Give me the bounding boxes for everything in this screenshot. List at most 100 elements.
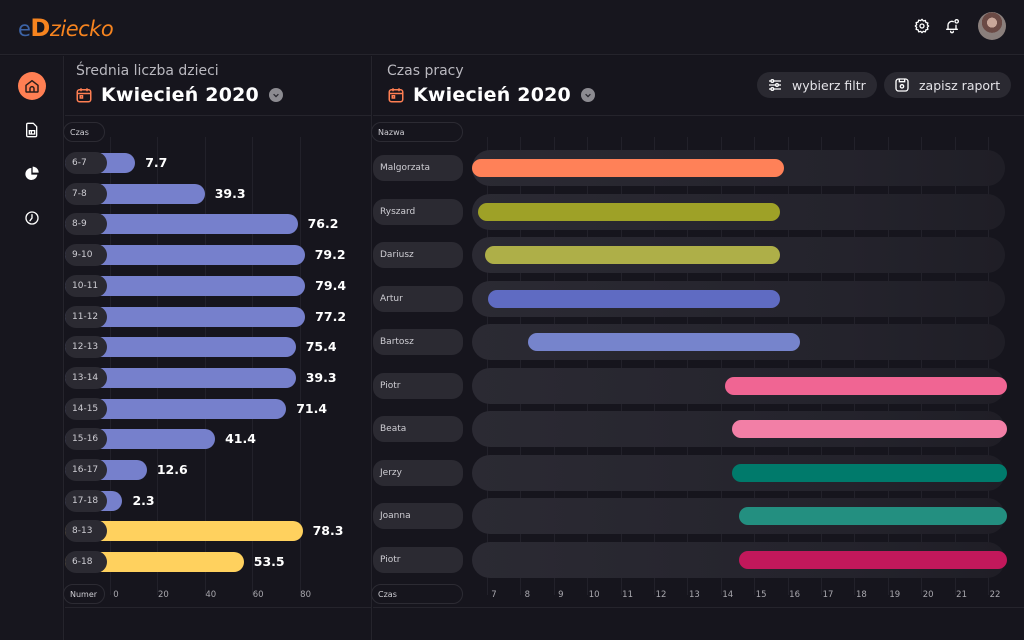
calendar-icon [76, 88, 92, 103]
employee-name: Bartosz [373, 329, 463, 355]
bar [65, 337, 296, 358]
bar-value-label: 2.3 [132, 492, 155, 508]
work-time-bar[interactable] [738, 507, 1008, 525]
bar-category-label: 6-7 [65, 152, 107, 174]
panel-title: Kwiecień 2020 [413, 84, 571, 106]
grid-line [754, 137, 756, 595]
employee-name: Piotr [373, 372, 463, 399]
gear-icon[interactable] [914, 18, 930, 34]
x-tick-label: 11 [622, 590, 634, 600]
bar-category-label: 11-12 [65, 305, 107, 328]
chevron-down-icon[interactable] [268, 88, 283, 102]
bar [65, 398, 287, 419]
grid-line [157, 137, 159, 595]
sidebar-item-time[interactable] [18, 204, 46, 232]
bar-category-label: 10-11 [65, 274, 107, 297]
sidebar-item-reports[interactable] [18, 116, 46, 144]
sidebar-item-statistics[interactable] [18, 160, 46, 188]
x-tick-label: 22 [989, 590, 1001, 600]
bar-category-label: 8-9 [65, 213, 107, 236]
employee-name: Ryszard [373, 198, 463, 225]
x-tick-label: 21 [956, 590, 968, 600]
app-logo[interactable]: eDziecko [18, 14, 114, 42]
sidebar-item-home[interactable] [18, 72, 46, 100]
grid-line [654, 137, 655, 595]
x-tick-label: 7 [491, 590, 497, 600]
x-tick-label: 20 [922, 590, 934, 600]
work-time-bar[interactable] [471, 159, 784, 177]
save-report-button[interactable]: zapisz raport [884, 72, 1012, 98]
bar-category-label: 6-18 [65, 551, 107, 574]
pie-chart-icon [25, 166, 39, 180]
filter-button[interactable]: wybierz filtr [757, 72, 877, 98]
grid-line [252, 137, 254, 595]
bar [65, 275, 306, 296]
divider [65, 607, 371, 608]
panel-title: Kwiecień 2020 [101, 84, 259, 106]
employee-name: Piotr [373, 546, 463, 573]
employee-name: Jerzy [373, 459, 463, 486]
top-bar: eDziecko [0, 0, 1024, 55]
grid-line [520, 137, 522, 595]
panel-subtitle: Czas pracy [387, 63, 464, 79]
month-selector[interactable]: Kwiecień 2020 [75, 84, 283, 106]
chevron-down-icon[interactable] [580, 88, 595, 102]
grid-line [487, 137, 488, 595]
grid-line [587, 137, 589, 595]
bar-value-label: 7.7 [145, 155, 168, 170]
x-tick-label: 19 [889, 590, 901, 600]
work-time-bar[interactable] [528, 333, 801, 351]
grid-line [787, 137, 789, 595]
work-time-bar[interactable] [732, 420, 1008, 438]
calendar-icon [388, 88, 404, 103]
grid-line [720, 137, 722, 595]
bar [65, 214, 298, 235]
clock-icon [25, 211, 39, 225]
bell-icon[interactable] [944, 18, 960, 34]
bar-category-label: 13-14 [65, 366, 107, 389]
work-time-bar[interactable] [738, 550, 1008, 569]
work-time-gantt-chart: 7 8 9 10 11 12 13 14 15 16 17 18 19 20 21 22 Nazwa Czas Ma… [371, 117, 1024, 607]
bar [65, 552, 244, 573]
work-time-bar[interactable] [488, 289, 781, 308]
panel-header: Średnia liczba dzieci Kwiecień 2020 [65, 56, 371, 116]
grid-line [620, 137, 622, 595]
grid-line [821, 137, 822, 595]
x-tick-label: 60 [252, 590, 264, 600]
work-time-panel: Czas pracy Kwiecień 2020 wybierz filtr [371, 56, 1024, 640]
work-time-bar[interactable] [478, 202, 781, 221]
month-selector[interactable]: Kwiecień 2020 [387, 84, 595, 106]
document-chart-icon [26, 122, 38, 138]
employee-name: Artur [373, 285, 463, 312]
bar-value-label: 79.4 [315, 277, 347, 293]
user-avatar[interactable] [978, 12, 1006, 40]
children-average-panel: Średnia liczba dzieci Kwiecień 2020 0 20 4… [63, 56, 372, 640]
bar-category-label: 7-8 [65, 182, 107, 205]
bar-value-label: 77.2 [315, 308, 347, 324]
employee-name: Joanna [373, 503, 463, 529]
x-tick-label: 18 [855, 590, 867, 600]
bar-value-label: 12.6 [156, 462, 188, 477]
employee-name: Dariusz [373, 242, 463, 268]
x-tick-label: 16 [789, 590, 801, 600]
work-time-bar[interactable] [485, 246, 781, 264]
y-axis-header: Nazwa [371, 122, 463, 142]
employee-name: Malgorzata [373, 155, 463, 181]
grid-line [553, 137, 555, 595]
bar-category-label: 17-18 [65, 489, 107, 512]
grid-line [921, 137, 923, 595]
bar-category-label: 15-16 [65, 428, 107, 451]
work-time-bar[interactable] [732, 463, 1008, 482]
y-axis-header: Czas [63, 122, 105, 142]
bar-category-label: 9-10 [65, 244, 107, 267]
x-tick-label: 10 [588, 590, 600, 600]
x-tick-label: 8 [524, 590, 531, 600]
bar-category-label: 12-13 [65, 336, 107, 359]
bar [65, 521, 303, 542]
bar [65, 367, 296, 388]
grid-line [204, 137, 206, 595]
x-tick-label: 40 [205, 590, 217, 600]
grid-line [887, 137, 889, 595]
x-tick-label: 9 [558, 590, 564, 600]
work-time-bar[interactable] [725, 376, 1008, 395]
